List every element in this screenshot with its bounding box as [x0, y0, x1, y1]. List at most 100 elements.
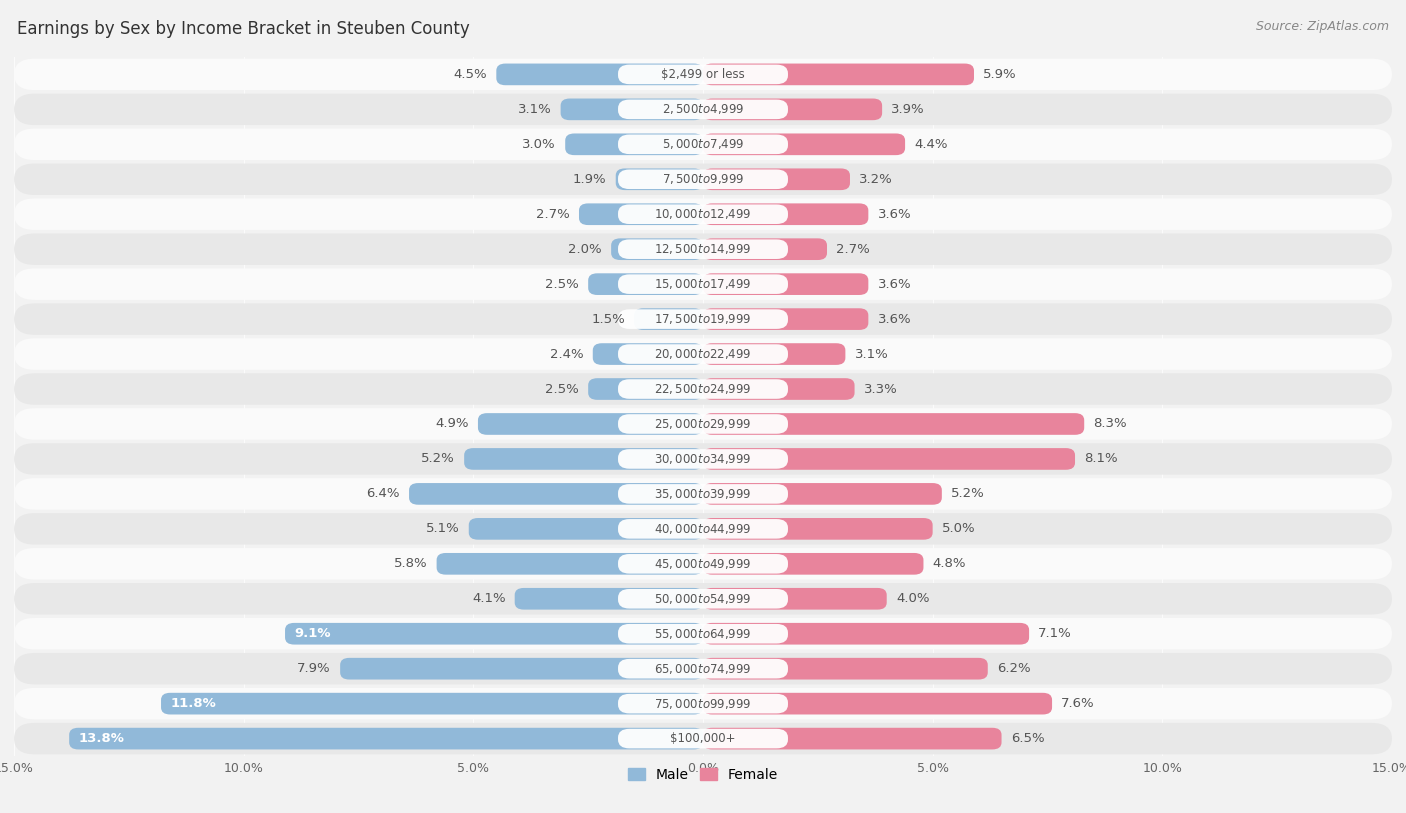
- FancyBboxPatch shape: [703, 623, 1029, 645]
- Text: $10,000 to $12,499: $10,000 to $12,499: [654, 207, 752, 221]
- FancyBboxPatch shape: [14, 408, 1392, 440]
- Text: 3.1%: 3.1%: [517, 103, 551, 115]
- Text: $100,000+: $100,000+: [671, 733, 735, 745]
- Text: $7,500 to $9,999: $7,500 to $9,999: [662, 172, 744, 186]
- Text: $45,000 to $49,999: $45,000 to $49,999: [654, 557, 752, 571]
- FancyBboxPatch shape: [703, 658, 988, 680]
- FancyBboxPatch shape: [588, 378, 703, 400]
- FancyBboxPatch shape: [619, 99, 787, 120]
- Text: 3.0%: 3.0%: [523, 138, 555, 150]
- Text: 6.2%: 6.2%: [997, 663, 1031, 675]
- FancyBboxPatch shape: [565, 133, 703, 155]
- FancyBboxPatch shape: [634, 308, 703, 330]
- FancyBboxPatch shape: [14, 373, 1392, 405]
- FancyBboxPatch shape: [285, 623, 703, 645]
- FancyBboxPatch shape: [619, 728, 787, 749]
- FancyBboxPatch shape: [14, 618, 1392, 650]
- FancyBboxPatch shape: [619, 519, 787, 539]
- FancyBboxPatch shape: [619, 309, 787, 329]
- FancyBboxPatch shape: [703, 693, 1052, 715]
- FancyBboxPatch shape: [619, 239, 787, 259]
- FancyBboxPatch shape: [561, 98, 703, 120]
- FancyBboxPatch shape: [468, 518, 703, 540]
- Text: $65,000 to $74,999: $65,000 to $74,999: [654, 662, 752, 676]
- Text: $50,000 to $54,999: $50,000 to $54,999: [654, 592, 752, 606]
- Text: 5.9%: 5.9%: [983, 68, 1017, 80]
- FancyBboxPatch shape: [437, 553, 703, 575]
- Text: 11.8%: 11.8%: [170, 698, 217, 710]
- Text: $75,000 to $99,999: $75,000 to $99,999: [654, 697, 752, 711]
- FancyBboxPatch shape: [703, 728, 1001, 750]
- FancyBboxPatch shape: [616, 168, 703, 190]
- FancyBboxPatch shape: [619, 484, 787, 504]
- FancyBboxPatch shape: [703, 483, 942, 505]
- Text: $17,500 to $19,999: $17,500 to $19,999: [654, 312, 752, 326]
- FancyBboxPatch shape: [496, 63, 703, 85]
- Text: 5.8%: 5.8%: [394, 558, 427, 570]
- FancyBboxPatch shape: [703, 98, 882, 120]
- Text: 3.1%: 3.1%: [855, 348, 889, 360]
- Text: $30,000 to $34,999: $30,000 to $34,999: [654, 452, 752, 466]
- FancyBboxPatch shape: [340, 658, 703, 680]
- Text: 7.6%: 7.6%: [1062, 698, 1095, 710]
- FancyBboxPatch shape: [14, 548, 1392, 580]
- FancyBboxPatch shape: [619, 379, 787, 399]
- Text: 7.9%: 7.9%: [297, 663, 330, 675]
- FancyBboxPatch shape: [703, 238, 827, 260]
- FancyBboxPatch shape: [703, 168, 851, 190]
- Text: 3.2%: 3.2%: [859, 173, 893, 185]
- FancyBboxPatch shape: [619, 274, 787, 294]
- FancyBboxPatch shape: [14, 338, 1392, 370]
- FancyBboxPatch shape: [619, 169, 787, 189]
- FancyBboxPatch shape: [703, 133, 905, 155]
- Text: 2.7%: 2.7%: [837, 243, 870, 255]
- FancyBboxPatch shape: [619, 449, 787, 469]
- Text: $35,000 to $39,999: $35,000 to $39,999: [654, 487, 752, 501]
- FancyBboxPatch shape: [703, 378, 855, 400]
- FancyBboxPatch shape: [14, 723, 1392, 754]
- FancyBboxPatch shape: [703, 588, 887, 610]
- FancyBboxPatch shape: [14, 163, 1392, 195]
- FancyBboxPatch shape: [14, 233, 1392, 265]
- Text: 8.3%: 8.3%: [1094, 418, 1128, 430]
- FancyBboxPatch shape: [703, 413, 1084, 435]
- Text: 9.1%: 9.1%: [294, 628, 330, 640]
- Text: $2,500 to $4,999: $2,500 to $4,999: [662, 102, 744, 116]
- FancyBboxPatch shape: [593, 343, 703, 365]
- Legend: Male, Female: Male, Female: [623, 763, 783, 788]
- FancyBboxPatch shape: [703, 553, 924, 575]
- FancyBboxPatch shape: [14, 268, 1392, 300]
- FancyBboxPatch shape: [14, 128, 1392, 160]
- FancyBboxPatch shape: [464, 448, 703, 470]
- Text: 1.9%: 1.9%: [572, 173, 606, 185]
- Text: 2.5%: 2.5%: [546, 278, 579, 290]
- Text: 3.3%: 3.3%: [863, 383, 897, 395]
- Text: 2.5%: 2.5%: [546, 383, 579, 395]
- Text: 4.1%: 4.1%: [472, 593, 506, 605]
- FancyBboxPatch shape: [14, 478, 1392, 510]
- FancyBboxPatch shape: [619, 693, 787, 714]
- FancyBboxPatch shape: [619, 589, 787, 609]
- Text: Source: ZipAtlas.com: Source: ZipAtlas.com: [1256, 20, 1389, 33]
- Text: 5.1%: 5.1%: [426, 523, 460, 535]
- FancyBboxPatch shape: [619, 659, 787, 679]
- Text: $20,000 to $22,499: $20,000 to $22,499: [654, 347, 752, 361]
- FancyBboxPatch shape: [478, 413, 703, 435]
- FancyBboxPatch shape: [14, 583, 1392, 615]
- Text: $5,000 to $7,499: $5,000 to $7,499: [662, 137, 744, 151]
- Text: 4.8%: 4.8%: [932, 558, 966, 570]
- Text: 4.4%: 4.4%: [914, 138, 948, 150]
- FancyBboxPatch shape: [619, 64, 787, 85]
- FancyBboxPatch shape: [703, 448, 1076, 470]
- Text: $22,500 to $24,999: $22,500 to $24,999: [654, 382, 752, 396]
- Text: 3.6%: 3.6%: [877, 208, 911, 220]
- Text: 6.5%: 6.5%: [1011, 733, 1045, 745]
- Text: $40,000 to $44,999: $40,000 to $44,999: [654, 522, 752, 536]
- FancyBboxPatch shape: [579, 203, 703, 225]
- FancyBboxPatch shape: [703, 518, 932, 540]
- Text: 2.4%: 2.4%: [550, 348, 583, 360]
- FancyBboxPatch shape: [703, 203, 869, 225]
- Text: 3.6%: 3.6%: [877, 313, 911, 325]
- FancyBboxPatch shape: [612, 238, 703, 260]
- Text: 5.2%: 5.2%: [950, 488, 984, 500]
